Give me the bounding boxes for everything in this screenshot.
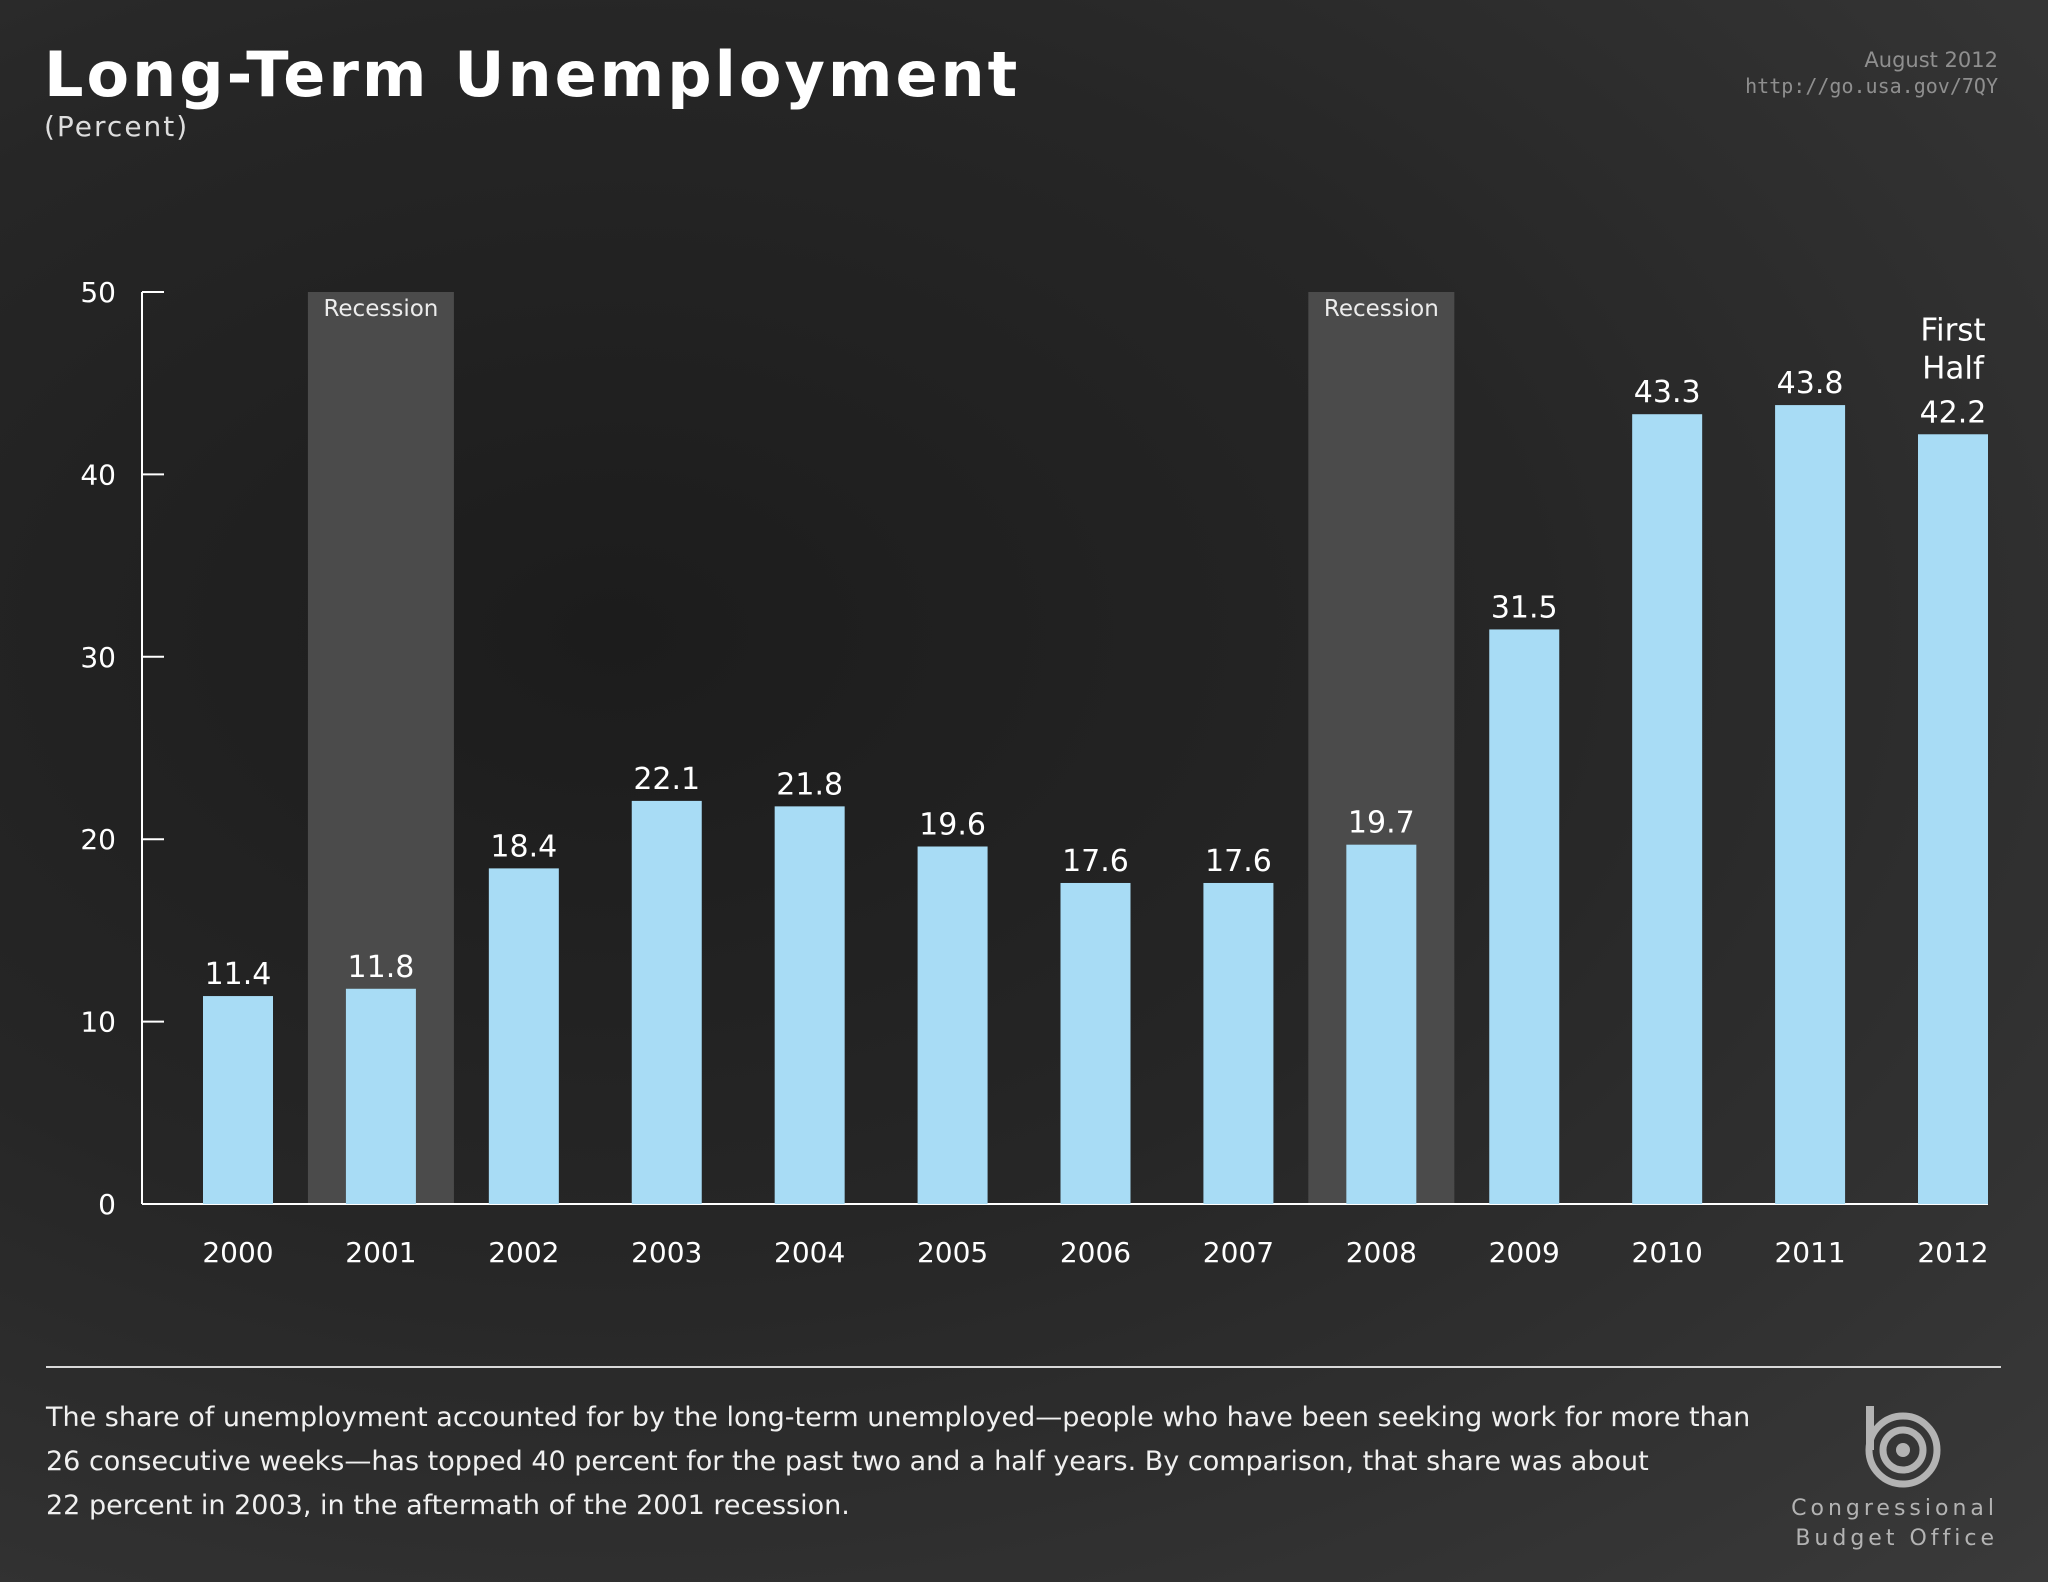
x-tick-label: 2009 (1489, 1236, 1560, 1269)
bar (631, 800, 702, 1204)
bar (203, 996, 273, 1204)
x-tick-label: 2002 (488, 1236, 559, 1269)
annotation-label: First (1920, 312, 1985, 348)
y-tick-label: 30 (80, 641, 116, 674)
data-label: 19.7 (1348, 806, 1415, 841)
data-label: 11.8 (348, 950, 415, 985)
chart-subtitle: (Percent) (44, 110, 190, 143)
agency-name-line-2: Budget Office (1795, 1526, 1998, 1551)
source-url[interactable]: http://go.usa.gov/7QY (1745, 74, 1998, 98)
bar (1203, 882, 1274, 1204)
data-label: 21.8 (776, 767, 843, 802)
x-tick-label: 2008 (1346, 1236, 1417, 1269)
bar (345, 988, 416, 1204)
y-tick-label: 10 (80, 1006, 116, 1039)
x-tick-label: 2004 (774, 1236, 845, 1269)
data-label: 17.6 (1205, 844, 1272, 879)
x-tick-label: 2011 (1774, 1236, 1845, 1269)
bar (917, 846, 988, 1204)
recession-label: Recession (323, 296, 438, 322)
agency-name-line-1: Congressional (1791, 1496, 1998, 1521)
y-tick-label: 0 (98, 1188, 116, 1221)
bar (488, 868, 559, 1204)
labels: 11.4 2000 11.8 2001 18.4 2002 22.1 2003 21.8 2004… (202, 312, 1988, 1269)
data-label: 22.1 (633, 762, 700, 797)
data-label: 43.8 (1777, 366, 1844, 401)
y-tick-label: 20 (80, 823, 116, 856)
publication-date: August 2012 (1864, 48, 1998, 72)
x-tick-label: 2005 (917, 1236, 988, 1269)
cbo-logo (1865, 1406, 1941, 1488)
bar (1346, 844, 1417, 1204)
data-label: 31.5 (1491, 590, 1558, 625)
y-tick-label: 40 (80, 458, 116, 491)
note-line-3: 22 percent in 2003, in the aftermath of … (46, 1490, 850, 1521)
x-tick-label: 2000 (202, 1236, 273, 1269)
footer-divider (46, 1366, 2001, 1368)
note-line-2: 26 consecutive weeks—has topped 40 perce… (46, 1446, 1649, 1477)
y-tick-label: 50 (80, 276, 116, 309)
chart-title: Long-Term Unemployment (44, 38, 1021, 111)
annotation-label: Half (1922, 350, 1985, 386)
bar (1775, 405, 1846, 1204)
bars (203, 405, 1988, 1205)
data-label: 42.2 (1920, 395, 1987, 430)
bar (774, 806, 845, 1204)
data-label: 11.4 (205, 957, 272, 992)
bar (1918, 434, 1988, 1205)
x-tick-label: 2001 (345, 1236, 416, 1269)
x-tick-label: 2006 (1060, 1236, 1131, 1269)
x-tick-label: 2010 (1632, 1236, 1703, 1269)
axes: 0 10 20 30 40 50 (80, 276, 1988, 1221)
bar (1632, 414, 1703, 1204)
recession-bands: Recession Recession (307, 292, 1455, 1204)
data-label: 43.3 (1634, 375, 1701, 410)
data-label: 19.6 (919, 807, 986, 842)
recession-label: Recession (1324, 296, 1439, 322)
x-tick-label: 2012 (1917, 1236, 1988, 1269)
note-line-1: The share of unemployment accounted for … (46, 1402, 1751, 1433)
data-label: 17.6 (1062, 844, 1129, 879)
bar (1489, 629, 1560, 1204)
x-tick-label: 2003 (631, 1236, 702, 1269)
x-tick-label: 2007 (1203, 1236, 1274, 1269)
bar (1060, 882, 1131, 1204)
data-label: 18.4 (490, 829, 557, 864)
